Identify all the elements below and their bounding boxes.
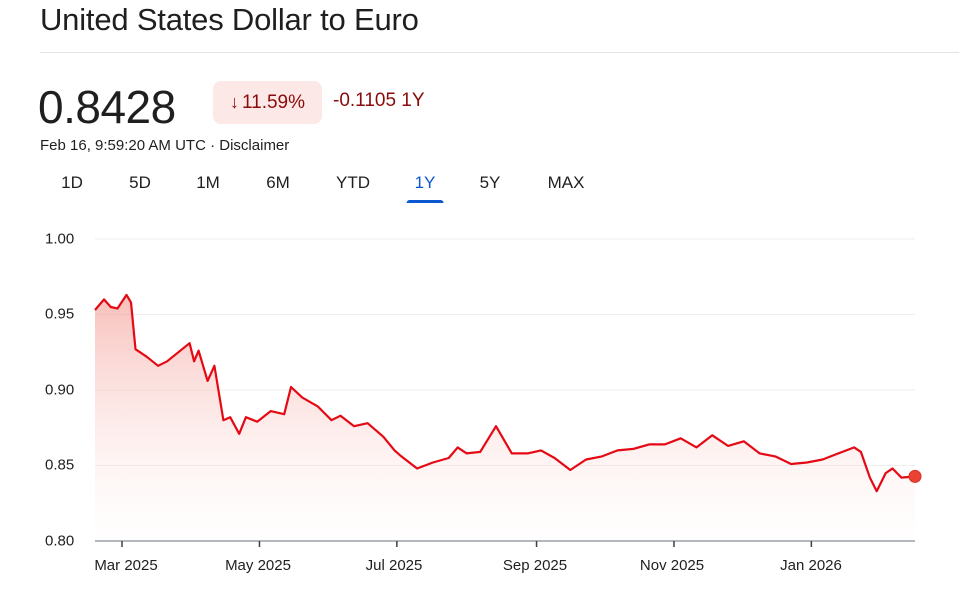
tab-5d[interactable]: 5D	[129, 173, 151, 192]
x-tick-label: Jul 2025	[365, 557, 423, 574]
chart-area-fill	[95, 294, 915, 541]
y-tick-label: 0.90	[45, 381, 75, 399]
change-percent-badge: ↓ 11.59%	[213, 81, 322, 124]
y-tick-label: 0.95	[45, 305, 75, 323]
disclaimer-link[interactable]: Disclaimer	[219, 137, 290, 154]
y-tick-label: 0.85	[45, 456, 75, 474]
current-price: 0.8428	[38, 81, 176, 133]
quote-meta: Feb 16, 9:59:20 AM UTC · Disclaimer	[40, 137, 289, 154]
x-axis-ticks	[121, 541, 813, 547]
x-tick-label: May 2025	[225, 557, 291, 574]
price-chart[interactable]: 1.00 0.95 0.90 0.85 0.80 Mar 2025 May 20…	[0, 220, 959, 595]
chart-plot[interactable]	[0, 220, 959, 595]
tab-max[interactable]: MAX	[547, 173, 585, 192]
timestamp: Feb 16, 9:59:20 AM UTC	[40, 137, 206, 154]
x-tick-label: Mar 2025	[94, 557, 158, 574]
y-tick-label: 1.00	[45, 230, 75, 248]
y-tick-label: 0.80	[45, 532, 75, 550]
x-tick-label: Jan 2026	[780, 557, 842, 574]
arrow-down-icon: ↓	[229, 92, 239, 112]
header-divider	[40, 52, 959, 53]
change-absolute: -0.1105 1Y	[333, 90, 425, 111]
change-percent: 11.59%	[241, 91, 306, 113]
tab-1m[interactable]: 1M	[196, 173, 220, 192]
tab-1y[interactable]: 1Y	[406, 173, 444, 203]
tab-1d[interactable]: 1D	[61, 173, 83, 192]
last-point-marker	[908, 469, 922, 483]
tab-6m[interactable]: 6M	[266, 173, 290, 192]
chart-line	[94, 293, 916, 493]
tab-5y[interactable]: 5Y	[479, 173, 501, 192]
x-tick-label: Sep 2025	[502, 557, 568, 574]
tab-ytd[interactable]: YTD	[336, 173, 370, 192]
page-title: United States Dollar to Euro	[40, 2, 419, 37]
x-tick-label: Nov 2025	[639, 557, 705, 574]
separator: ·	[205, 137, 220, 154]
